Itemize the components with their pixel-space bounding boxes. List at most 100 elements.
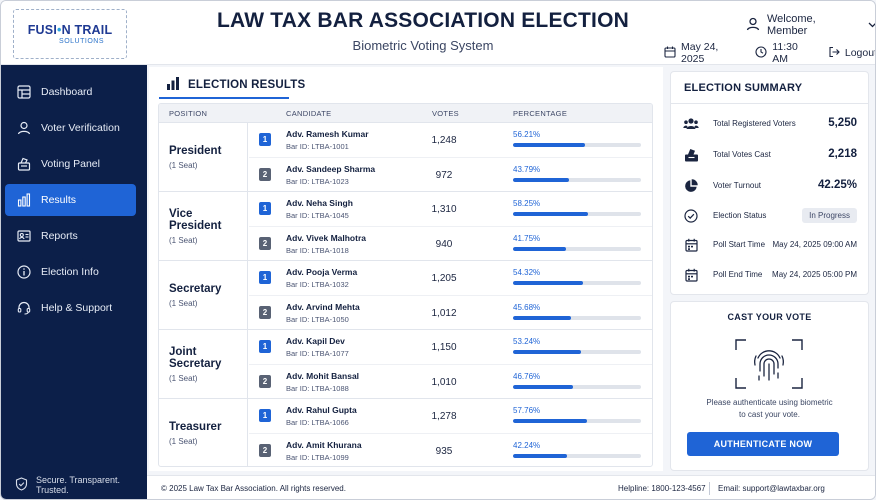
position-name: Secretary <box>169 282 222 295</box>
vote-count: 1,310 <box>431 204 457 215</box>
summary-label: Total Votes Cast <box>713 150 771 159</box>
rank-badge: 1 <box>259 409 271 422</box>
cast-vote-panel: CAST YOUR VOTE Please a <box>670 301 869 471</box>
candidate-name: Adv. Mohit Bansal <box>286 371 360 381</box>
sidebar-item-label: Voter Verification <box>41 122 120 134</box>
table-row: 2 Adv. Mohit Bansal Bar ID: LTBA-1088 1,… <box>249 364 652 398</box>
percentage-bar-fill <box>513 247 567 251</box>
position-cell: Vice President (1 Seat) <box>159 192 248 260</box>
rank-badge: 2 <box>259 168 271 181</box>
position-group-joint-secretary: Joint Secretary (1 Seat) 1 Adv. Kapil De… <box>159 329 652 398</box>
chevron-down-icon <box>868 19 875 31</box>
vote-percentage: 42.24% <box>513 441 541 450</box>
summary-row-poll-start: Poll Start Time May 24, 2025 09:00 AM <box>671 230 868 260</box>
candidate-bar-id: Bar ID: LTBA-1023 <box>286 177 349 186</box>
summary-row-votes-cast: Total Votes Cast 2,218 <box>671 140 868 170</box>
rank-badge: 2 <box>259 237 271 250</box>
table-row: 1 Adv. Neha Singh Bar ID: LTBA-1045 1,31… <box>249 192 652 226</box>
candidate-name: Adv. Arvind Mehta <box>286 302 360 312</box>
position-name: Joint Secretary <box>169 345 222 370</box>
pie-chart-icon <box>683 178 699 194</box>
sidebar-item-label: Results <box>41 194 77 206</box>
results-table: POSITION CANDIDATE VOTES PERCENTAGE Pres… <box>158 103 653 467</box>
date-text: May 24, 2025 <box>681 41 719 65</box>
sidebar-item-label: Voting Panel <box>41 158 100 170</box>
candidate-name: Adv. Rahul Gupta <box>286 405 357 415</box>
vote-percentage: 56.21% <box>513 130 541 139</box>
percentage-bar <box>513 247 641 251</box>
info-icon <box>16 264 32 280</box>
sidebar-item-voting-panel[interactable]: Voting Panel <box>5 148 136 180</box>
election-summary-panel: ELECTION SUMMARY Total Registered Voters… <box>670 71 869 295</box>
rank-badge: 1 <box>259 271 271 284</box>
logo-wordmark: FUSI•N TRAIL <box>27 23 113 37</box>
position-cell: Secretary (1 Seat) <box>159 261 248 329</box>
candidate-name: Adv. Neha Singh <box>286 198 353 208</box>
rank-badge: 1 <box>259 202 271 215</box>
summary-value: 2,218 <box>828 148 857 160</box>
title-block: LAW TAX BAR ASSOCIATION ELECTION Biometr… <box>201 9 645 53</box>
results-heading: ELECTION RESULTS <box>166 77 305 93</box>
sidebar-item-voter-verification[interactable]: Voter Verification <box>5 112 136 144</box>
column-header-position: POSITION <box>169 109 208 118</box>
percentage-bar <box>513 316 641 320</box>
candidate-bar-id: Bar ID: LTBA-1018 <box>286 246 349 255</box>
percentage-bar-fill <box>513 143 585 147</box>
table-row: 1 Adv. Pooja Verma Bar ID: LTBA-1032 1,2… <box>249 261 652 295</box>
position-group-secretary: Secretary (1 Seat) 1 Adv. Pooja Verma Ba… <box>159 260 652 329</box>
rank-badge: 2 <box>259 444 271 457</box>
vote-count: 1,248 <box>431 135 457 146</box>
percentage-bar <box>513 281 641 285</box>
sidebar-item-election-info[interactable]: Election Info <box>5 256 136 288</box>
percentage-bar-fill <box>513 419 587 423</box>
user-icon <box>16 120 32 136</box>
candidate-name: Adv. Pooja Verma <box>286 267 358 277</box>
summary-value: 42.25% <box>817 179 857 191</box>
percentage-bar <box>513 419 641 423</box>
column-header-candidate: CANDIDATE <box>286 109 332 118</box>
page-title: LAW TAX BAR ASSOCIATION ELECTION <box>216 9 629 32</box>
candidate-bar-id: Bar ID: LTBA-1050 <box>286 315 349 324</box>
support-email-link[interactable]: Email: support@lawtaxbar.org <box>718 484 825 493</box>
sidebar-item-reports[interactable]: Reports <box>5 220 136 252</box>
summary-date: May 24, 2025 09:00 AM <box>772 240 858 249</box>
candidate-name: Adv. Amit Khurana <box>286 440 362 450</box>
vote-percentage: 54.32% <box>513 268 541 277</box>
logout-button[interactable]: Logout <box>828 46 875 61</box>
authenticate-now-button[interactable]: AUTHENTICATE NOW <box>687 432 839 456</box>
results-panel: ELECTION RESULTS POSITION CANDIDATE VOTE… <box>149 67 663 471</box>
summary-row-voter-turnout: Voter Turnout 42.25% <box>671 171 868 201</box>
vote-count: 972 <box>435 170 453 181</box>
sidebar-item-label: Election Info <box>41 266 99 278</box>
users-icon <box>683 116 699 132</box>
candidate-name: Adv. Vivek Malhotra <box>286 233 366 243</box>
table-row: 2 Adv. Sandeep Sharma Bar ID: LTBA-1023 … <box>249 157 652 191</box>
candidate-bar-id: Bar ID: LTBA-1001 <box>286 142 349 151</box>
calendar-icon <box>683 267 699 283</box>
position-seats: (1 Seat) <box>169 373 198 383</box>
position-name: Vice President <box>169 207 222 232</box>
position-group-vice-president: Vice President (1 Seat) 1 Adv. Neha Sing… <box>159 191 652 260</box>
results-title: ELECTION RESULTS <box>188 79 306 91</box>
time-text: 11:30 AM <box>772 41 798 65</box>
position-cell: Treasurer (1 Seat) <box>159 399 248 466</box>
candidate-name: Adv. Ramesh Kumar <box>286 129 369 139</box>
sidebar-item-dashboard[interactable]: Dashboard <box>5 76 136 108</box>
vote-percentage: 43.79% <box>513 165 541 174</box>
vote-count: 1,278 <box>431 411 457 422</box>
sidebar-item-results[interactable]: Results <box>5 184 136 216</box>
table-row: 2 Adv. Amit Khurana Bar ID: LTBA-1099 93… <box>249 433 652 466</box>
bar-chart-icon <box>166 77 180 93</box>
position-name: Treasurer <box>169 420 222 433</box>
percentage-bar <box>513 178 641 182</box>
sidebar-item-help-support[interactable]: Help & Support <box>5 292 136 324</box>
user-menu[interactable]: Welcome, Member <box>746 13 875 37</box>
position-group-president: President (1 Seat) 1 Adv. Ramesh Kumar B… <box>159 122 652 191</box>
position-cell: Joint Secretary (1 Seat) <box>159 330 248 398</box>
shield-check-icon <box>15 477 28 493</box>
percentage-bar-fill <box>513 385 573 389</box>
vote-percentage: 58.25% <box>513 199 541 208</box>
table-row: 2 Adv. Vivek Malhotra Bar ID: LTBA-1018 … <box>249 226 652 260</box>
ballot-box-icon <box>683 147 699 163</box>
candidate-name: Adv. Kapil Dev <box>286 336 345 346</box>
